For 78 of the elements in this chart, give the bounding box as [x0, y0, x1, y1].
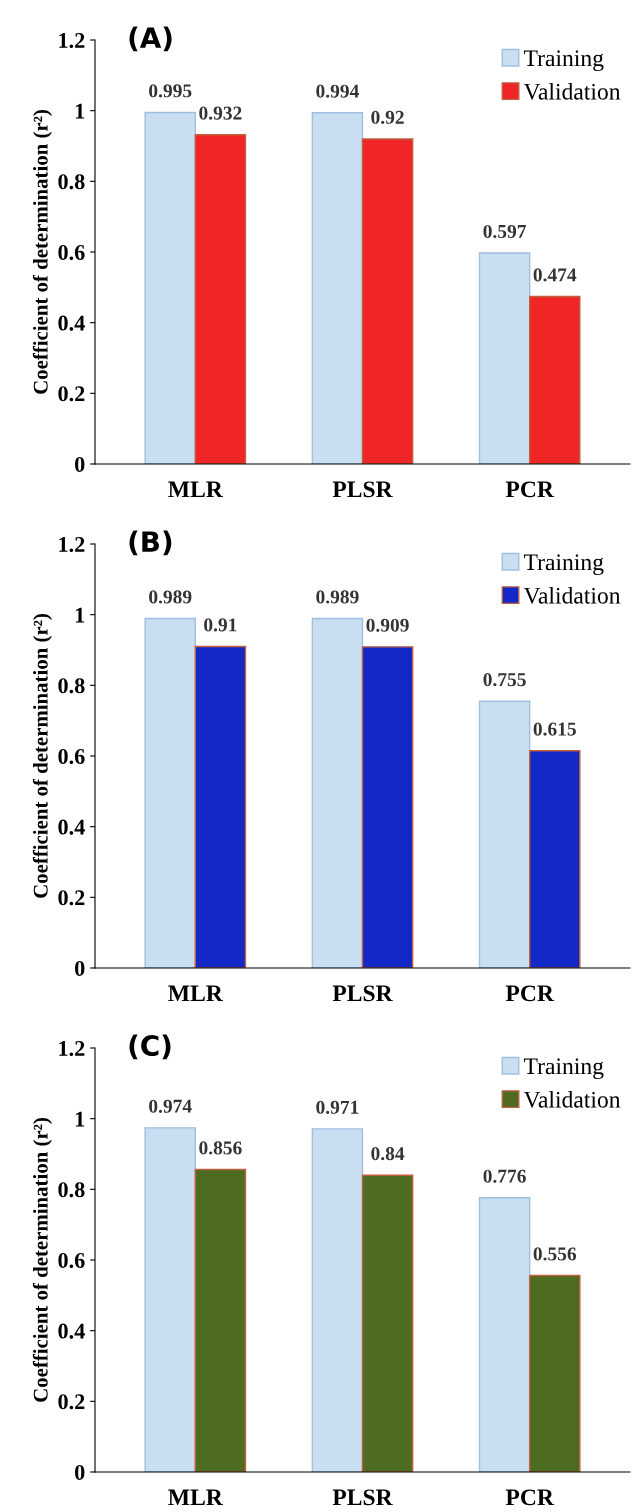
- bar: [144, 111, 197, 464]
- y-tick-label: 1.2: [59, 536, 85, 553]
- y-tick-label: 1.2: [59, 1040, 85, 1057]
- y-axis-title: Coefficient of determination (r²): [32, 110, 52, 394]
- data-label: 0.556: [533, 1247, 577, 1261]
- bar: [361, 646, 414, 968]
- legend-label: Validation: [523, 587, 621, 604]
- bar: [194, 645, 247, 968]
- y-tick-label: 0: [75, 1464, 85, 1480]
- data-label: 0.995: [149, 84, 192, 98]
- bar: [144, 1127, 197, 1472]
- bar: [194, 1168, 247, 1472]
- y-tick-label: 0: [75, 456, 85, 472]
- y-tick-label: 0.6: [58, 244, 85, 261]
- bar: [311, 1128, 364, 1472]
- x-tick-label: PCR: [505, 481, 555, 498]
- y-tick-label: 0.2: [58, 1394, 85, 1410]
- bar: [528, 295, 581, 464]
- y-tick-label: 0.8: [58, 678, 85, 694]
- y-tick-label: 0.2: [58, 386, 85, 402]
- bar: [144, 617, 197, 968]
- x-tick-label: PLSR: [332, 1489, 393, 1506]
- y-tick-label: 1: [75, 1111, 85, 1127]
- y-tick-label: 0: [75, 960, 85, 976]
- bar: [528, 750, 581, 968]
- x-tick-label: MLR: [168, 1489, 224, 1506]
- bar: [361, 1174, 414, 1472]
- y-tick-label: 0.8: [58, 174, 85, 190]
- data-label: 0.91: [204, 618, 237, 632]
- data-label: 0.776: [483, 1169, 526, 1183]
- x-tick-label: MLR: [168, 481, 224, 498]
- x-tick-label: PCR: [505, 985, 555, 1002]
- data-label: 0.597: [483, 224, 527, 239]
- data-label: 0.615: [533, 722, 576, 736]
- data-label: 0.989: [149, 590, 192, 604]
- legend-label: Training: [523, 50, 604, 72]
- data-label: 0.932: [199, 106, 242, 120]
- y-tick-label: 0.4: [58, 1323, 85, 1339]
- bar: [194, 133, 247, 464]
- x-tick-label: PLSR: [332, 985, 393, 1002]
- bar: [311, 112, 364, 464]
- bar: [528, 1274, 581, 1472]
- y-tick-label: 1: [75, 103, 85, 119]
- y-tick-label: 0.2: [58, 890, 85, 906]
- data-label: 0.474: [533, 268, 577, 282]
- data-label: 0.974: [149, 1099, 192, 1113]
- x-tick-label: PCR: [505, 1489, 555, 1506]
- chart-title: (B): [129, 530, 172, 556]
- y-tick-label: 1: [75, 607, 85, 623]
- data-label: 0.92: [371, 110, 404, 124]
- x-tick-label: PLSR: [332, 481, 393, 498]
- data-label: 0.994: [316, 84, 359, 98]
- data-label: 0.909: [366, 618, 409, 632]
- y-axis-title: Coefficient of determination (r²): [32, 614, 52, 898]
- data-label: 0.755: [483, 673, 526, 687]
- chart-title: (C): [129, 1034, 171, 1060]
- y-tick-label: 0.4: [58, 819, 85, 835]
- chart-title: (A): [129, 26, 172, 52]
- y-tick-label: 1.2: [59, 32, 85, 49]
- bar: [311, 617, 364, 968]
- y-axis-title: Coefficient of determination (r²): [32, 1118, 52, 1402]
- y-tick-label: 0.6: [58, 1252, 85, 1269]
- bar: [478, 252, 531, 464]
- y-tick-label: 0.4: [58, 315, 85, 331]
- x-tick-label: MLR: [168, 985, 224, 1002]
- y-tick-label: 0.6: [58, 748, 85, 765]
- data-label: 0.84: [371, 1147, 405, 1161]
- bar: [361, 138, 414, 464]
- y-tick-label: 0.8: [58, 1182, 85, 1198]
- legend-label: Training: [523, 554, 604, 576]
- bar: [478, 700, 531, 968]
- data-label: 0.989: [316, 590, 359, 604]
- data-label: 0.856: [199, 1141, 242, 1155]
- legend-label: Training: [523, 1058, 604, 1080]
- bar: [478, 1197, 531, 1472]
- legend-label: Validation: [523, 1091, 621, 1108]
- data-label: 0.971: [316, 1100, 359, 1114]
- legend-label: Validation: [523, 83, 621, 100]
